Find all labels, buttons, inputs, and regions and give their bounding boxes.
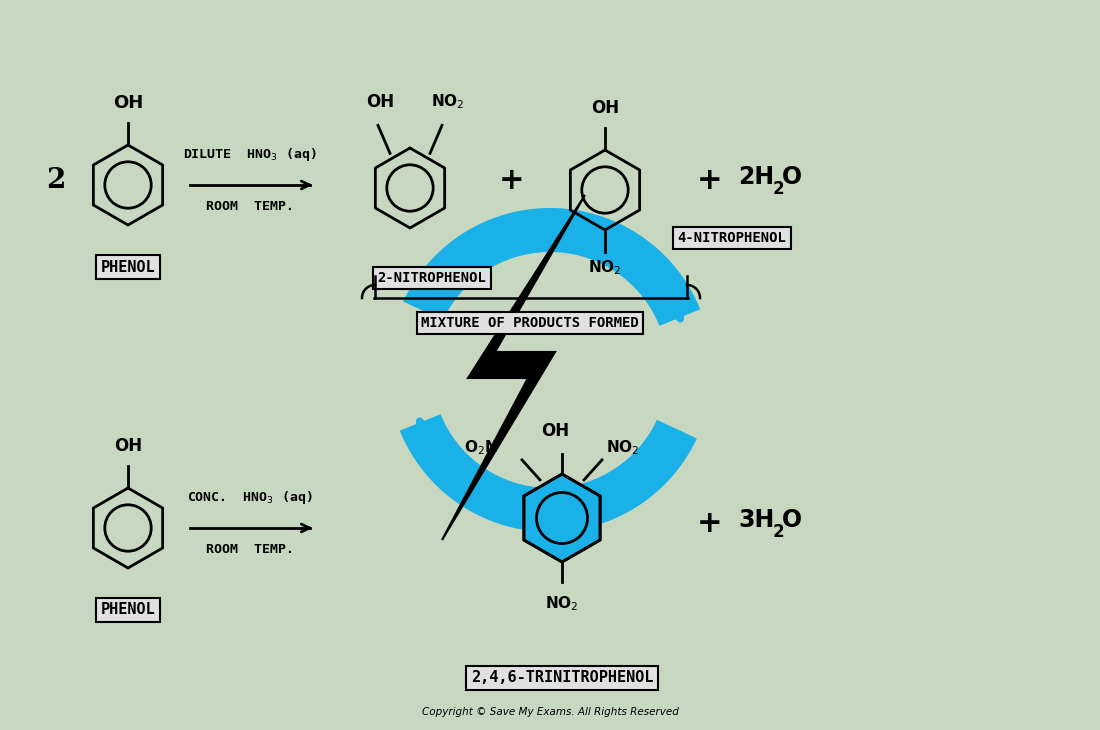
Polygon shape [524, 474, 601, 562]
Text: NO$_2$: NO$_2$ [431, 93, 465, 112]
Text: PHENOL: PHENOL [100, 259, 155, 274]
Polygon shape [442, 195, 585, 540]
Text: NO$_2$: NO$_2$ [606, 439, 639, 457]
Text: MIXTURE OF PRODUCTS FORMED: MIXTURE OF PRODUCTS FORMED [421, 316, 639, 330]
Text: 2H: 2H [738, 165, 774, 189]
Text: OH: OH [114, 437, 142, 455]
Text: OH: OH [366, 93, 394, 112]
Text: Copyright © Save My Exams. All Rights Reserved: Copyright © Save My Exams. All Rights Re… [421, 707, 679, 717]
Text: ROOM  TEMP.: ROOM TEMP. [206, 543, 294, 556]
Text: DILUTE  HNO$_3$ (aq): DILUTE HNO$_3$ (aq) [184, 146, 317, 163]
Text: 2: 2 [773, 180, 784, 198]
Text: +: + [499, 166, 525, 194]
Text: O$_2$N: O$_2$N [464, 439, 498, 457]
Text: O: O [782, 165, 802, 189]
Text: +: + [697, 509, 723, 537]
Text: ROOM  TEMP.: ROOM TEMP. [206, 200, 294, 213]
Text: NO$_2$: NO$_2$ [546, 594, 579, 612]
Text: 4-NITROPHENOL: 4-NITROPHENOL [678, 231, 786, 245]
Polygon shape [399, 414, 696, 532]
Text: 3H: 3H [738, 508, 774, 532]
Text: PHENOL: PHENOL [100, 602, 155, 618]
Text: OH: OH [113, 94, 143, 112]
Text: 2: 2 [773, 523, 784, 541]
Text: 2,4,6-TRINITROPHENOL: 2,4,6-TRINITROPHENOL [471, 670, 653, 685]
Text: NO$_2$: NO$_2$ [588, 258, 621, 277]
Text: 2-NITROPHENOL: 2-NITROPHENOL [377, 271, 486, 285]
Text: CONC.  HNO$_3$ (aq): CONC. HNO$_3$ (aq) [187, 489, 312, 506]
Text: 2: 2 [46, 166, 66, 193]
Text: O: O [782, 508, 802, 532]
Text: +: + [697, 166, 723, 194]
Text: OH: OH [541, 422, 569, 440]
Polygon shape [404, 208, 701, 326]
Text: OH: OH [591, 99, 619, 117]
